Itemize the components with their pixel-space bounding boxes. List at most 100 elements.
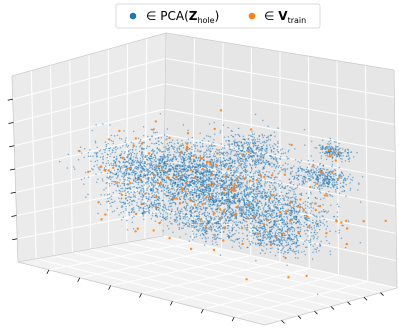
point-pca [261, 204, 263, 207]
point-pca [158, 204, 160, 206]
point-pca [230, 202, 233, 205]
point-pca [251, 195, 253, 198]
point-pca [126, 153, 129, 156]
grid-back-x [308, 56, 310, 269]
point-pca [295, 174, 298, 177]
point-pca [152, 189, 155, 192]
point-pca [180, 185, 182, 188]
point-pca [108, 177, 110, 180]
point-pca [158, 175, 160, 178]
point-pca [304, 207, 307, 209]
point-pca [313, 214, 315, 217]
point-pca [259, 235, 262, 238]
point-pca [327, 210, 330, 213]
point-pca [243, 163, 245, 166]
point-pca [286, 192, 288, 195]
point-pca [239, 187, 241, 189]
point-pca [277, 150, 279, 153]
point-pca [157, 173, 159, 176]
point-pca [300, 223, 303, 226]
point-pca [195, 168, 198, 171]
point-pca [123, 166, 126, 168]
point-pca [201, 145, 204, 148]
point-pca [312, 219, 314, 221]
point-pca [273, 163, 276, 166]
point-pca [169, 183, 172, 186]
point-pca [143, 165, 146, 167]
point-pca [154, 131, 157, 134]
point-pca [195, 207, 197, 210]
point-pca [286, 223, 289, 225]
point-pca [280, 213, 283, 215]
point-pca [259, 208, 262, 211]
point-pca [334, 169, 337, 172]
point-pca [179, 180, 181, 183]
point-pca [233, 140, 235, 142]
point-pca [338, 205, 340, 208]
point-pca [261, 212, 264, 215]
point-pca [322, 164, 325, 167]
point-pca [357, 189, 359, 191]
point-pca [273, 216, 275, 218]
point-pca [133, 164, 135, 166]
point-pca [151, 167, 154, 169]
point-pca [206, 165, 209, 167]
point-pca [185, 195, 188, 198]
point-pca [120, 171, 122, 173]
grid-floor-x [172, 268, 310, 302]
point-pca [126, 171, 128, 173]
point-pca [341, 190, 343, 193]
point-pca [227, 176, 230, 179]
point-pca [242, 153, 245, 155]
point-pca [282, 195, 284, 197]
point-pca [224, 182, 226, 185]
point-pca [273, 131, 276, 133]
point-pca [179, 169, 181, 172]
point-pca [268, 206, 270, 208]
point-pca [336, 183, 339, 186]
point-pca [101, 178, 104, 180]
point-pca [289, 200, 292, 202]
point-pca [317, 176, 319, 178]
point-pca [328, 143, 330, 145]
y-tick [347, 301, 351, 306]
grid-left-z [13, 83, 166, 123]
point-pca [179, 177, 181, 179]
point-pca [215, 200, 218, 203]
point-pca [121, 173, 124, 175]
point-pca [168, 200, 170, 202]
point-pca [292, 200, 294, 202]
point-pca [148, 170, 150, 172]
point-pca [197, 149, 199, 151]
point-pca [213, 139, 215, 141]
point-pca [250, 190, 252, 193]
point-pca [184, 172, 187, 175]
point-pca [137, 178, 139, 180]
point-pca [307, 201, 309, 204]
point-pca [253, 214, 255, 217]
point-pca [154, 166, 156, 169]
point-pca [142, 158, 144, 160]
point-pca [334, 151, 336, 153]
point-pca [170, 145, 173, 148]
point-pca [294, 148, 296, 150]
point-pca [250, 207, 252, 210]
point-pca [205, 190, 207, 192]
point-pca [237, 150, 240, 153]
point-pca [326, 175, 329, 177]
point-pca [271, 232, 274, 234]
point-pca [227, 205, 229, 208]
point-pca [281, 222, 283, 224]
point-pca [292, 196, 294, 198]
point-pca [249, 163, 252, 166]
point-pca [163, 146, 165, 148]
point-pca [128, 180, 131, 182]
point-pca [83, 183, 85, 185]
point-pca [277, 201, 280, 204]
point-pca [323, 218, 325, 220]
point-pca [251, 184, 253, 187]
point-pca [240, 145, 243, 147]
point-pca [177, 171, 179, 174]
point-pca [141, 151, 143, 153]
